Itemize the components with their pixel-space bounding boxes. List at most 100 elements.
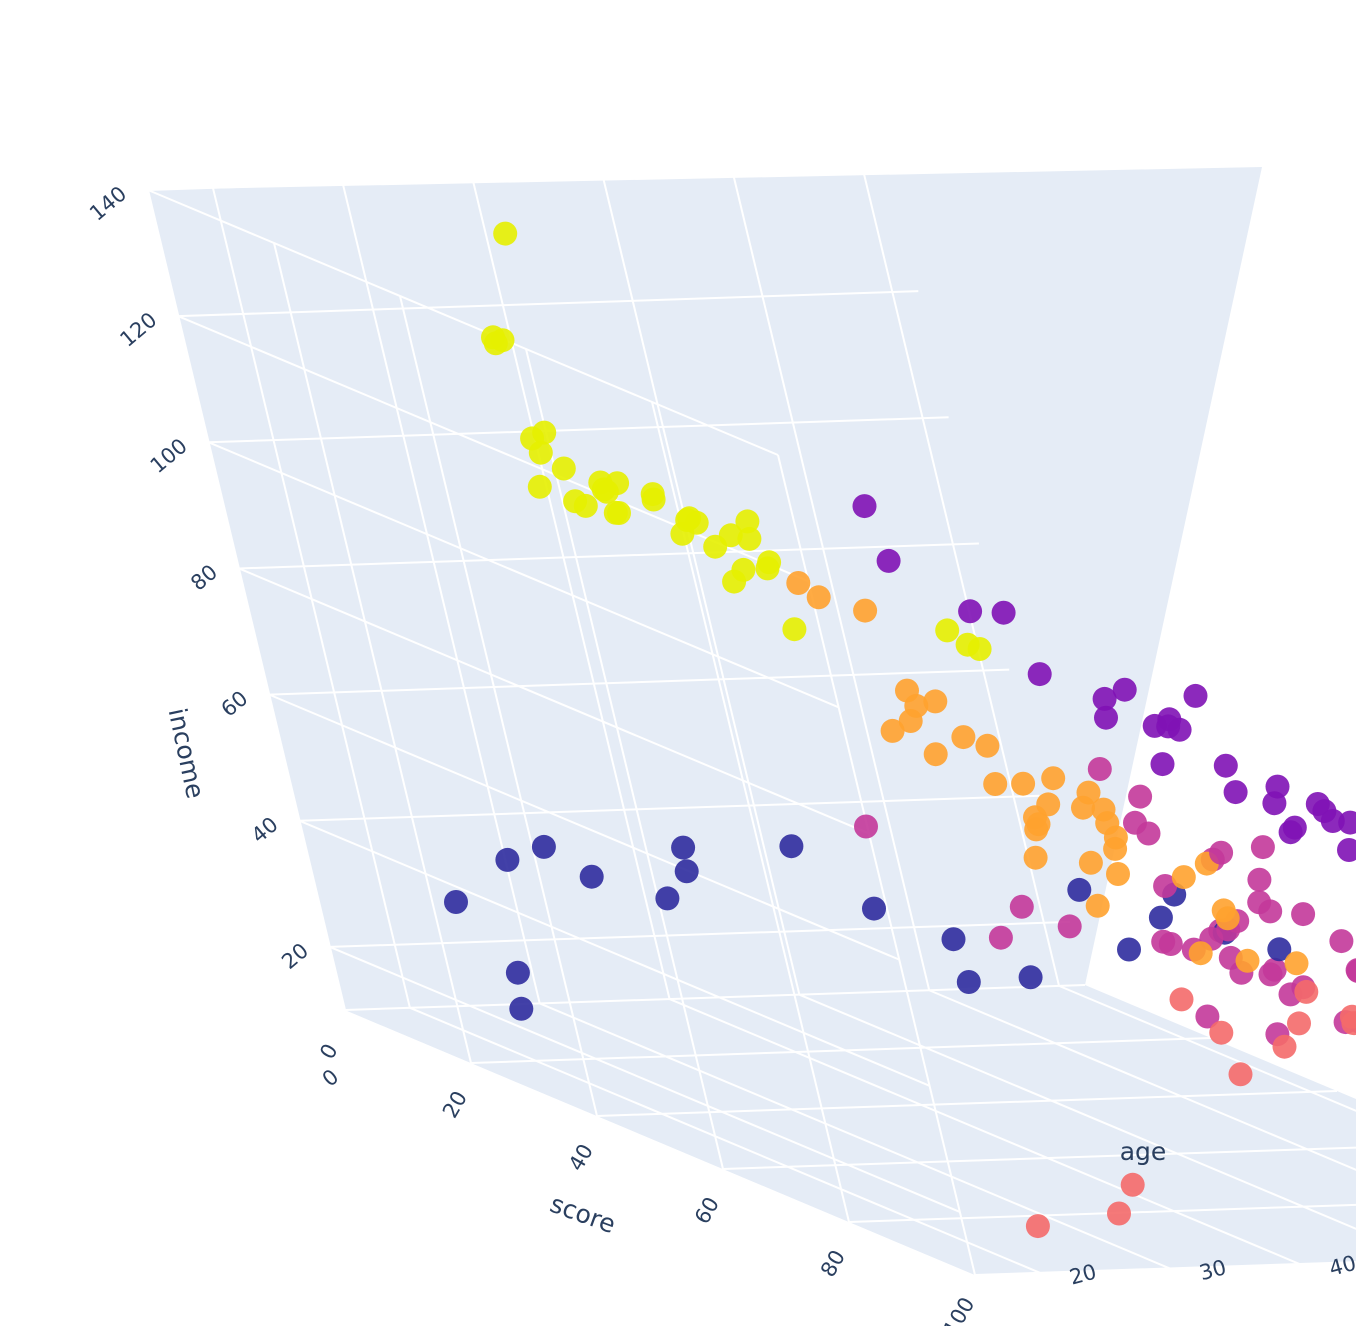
data-point[interactable] — [935, 618, 959, 642]
data-point[interactable] — [1251, 835, 1275, 859]
data-point[interactable] — [675, 508, 699, 532]
data-point[interactable] — [1011, 772, 1035, 796]
data-point[interactable] — [1306, 792, 1330, 816]
data-point[interactable] — [786, 571, 810, 595]
data-point[interactable] — [641, 482, 665, 506]
data-point[interactable] — [506, 961, 530, 985]
data-point[interactable] — [1247, 868, 1271, 892]
data-point[interactable] — [1149, 906, 1173, 930]
data-point[interactable] — [1019, 965, 1043, 989]
data-point[interactable] — [782, 617, 806, 641]
data-point[interactable] — [552, 457, 576, 481]
data-point[interactable] — [703, 535, 727, 559]
data-point[interactable] — [853, 599, 877, 623]
data-point[interactable] — [1262, 791, 1286, 815]
data-point[interactable] — [983, 772, 1007, 796]
data-point[interactable] — [956, 633, 980, 657]
data-point[interactable] — [1189, 941, 1213, 965]
data-point[interactable] — [444, 890, 468, 914]
data-point[interactable] — [1088, 757, 1112, 781]
data-point[interactable] — [1329, 929, 1353, 953]
data-point[interactable] — [1279, 820, 1303, 844]
data-point[interactable] — [1067, 878, 1091, 902]
data-point[interactable] — [951, 725, 975, 749]
data-point[interactable] — [1103, 837, 1127, 861]
data-point[interactable] — [1170, 987, 1194, 1011]
data-point[interactable] — [1224, 780, 1248, 804]
data-point[interactable] — [1346, 959, 1356, 983]
data-point[interactable] — [958, 599, 982, 623]
data-point[interactable] — [1273, 1035, 1297, 1059]
data-point[interactable] — [1024, 817, 1048, 841]
data-point[interactable] — [1128, 785, 1152, 809]
data-point[interactable] — [1184, 684, 1208, 708]
data-point[interactable] — [1285, 951, 1309, 975]
data-point[interactable] — [1209, 841, 1233, 865]
data-point[interactable] — [975, 734, 999, 758]
data-point[interactable] — [1216, 906, 1240, 930]
data-point[interactable] — [495, 848, 519, 872]
data-point[interactable] — [924, 742, 948, 766]
data-point[interactable] — [532, 421, 556, 445]
data-point[interactable] — [1086, 894, 1110, 918]
data-point[interactable] — [1259, 962, 1283, 986]
data-point[interactable] — [735, 509, 759, 533]
data-point[interactable] — [1121, 1173, 1145, 1197]
data-point[interactable] — [595, 480, 619, 504]
data-point[interactable] — [574, 494, 598, 518]
data-point[interactable] — [992, 601, 1016, 625]
data-point[interactable] — [731, 558, 755, 582]
data-point[interactable] — [1236, 949, 1260, 973]
data-point[interactable] — [862, 897, 886, 921]
data-point[interactable] — [604, 501, 628, 525]
data-point[interactable] — [1214, 754, 1238, 778]
data-point[interactable] — [1071, 796, 1095, 820]
data-point[interactable] — [957, 970, 981, 994]
data-point[interactable] — [1287, 1011, 1311, 1035]
data-point[interactable] — [1010, 895, 1034, 919]
data-point[interactable] — [580, 865, 604, 889]
data-point[interactable] — [1028, 662, 1052, 686]
data-point[interactable] — [655, 886, 679, 910]
data-point[interactable] — [481, 325, 505, 349]
data-point[interactable] — [1123, 811, 1147, 835]
data-point[interactable] — [854, 815, 878, 839]
data-point[interactable] — [1107, 1202, 1131, 1226]
data-point[interactable] — [493, 222, 517, 246]
data-point[interactable] — [1294, 980, 1318, 1004]
data-point[interactable] — [877, 549, 901, 573]
data-point[interactable] — [1229, 1062, 1253, 1086]
z-tick-label: 80 — [186, 560, 222, 596]
data-point[interactable] — [675, 859, 699, 883]
data-point[interactable] — [1247, 890, 1271, 914]
data-point[interactable] — [1079, 851, 1103, 875]
data-point[interactable] — [1024, 846, 1048, 870]
data-point[interactable] — [756, 556, 780, 580]
data-point[interactable] — [1117, 938, 1141, 962]
data-point[interactable] — [942, 927, 966, 951]
data-point[interactable] — [1041, 766, 1065, 790]
data-point[interactable] — [509, 997, 533, 1021]
data-point[interactable] — [532, 835, 556, 859]
data-point[interactable] — [1151, 752, 1175, 776]
data-point[interactable] — [1094, 706, 1118, 730]
data-point[interactable] — [1156, 714, 1180, 738]
data-point[interactable] — [779, 834, 803, 858]
data-point[interactable] — [528, 475, 552, 499]
data-point[interactable] — [1058, 914, 1082, 938]
y-axis-title: age — [1120, 1137, 1167, 1166]
data-point[interactable] — [1172, 865, 1196, 889]
data-point[interactable] — [989, 926, 1013, 950]
data-point[interactable] — [1291, 902, 1315, 926]
data-point[interactable] — [853, 494, 877, 518]
data-point[interactable] — [1026, 1214, 1050, 1238]
data-point[interactable] — [1209, 1021, 1233, 1045]
data-point[interactable] — [1095, 811, 1119, 835]
data-point[interactable] — [1151, 930, 1175, 954]
data-point[interactable] — [1337, 838, 1356, 862]
data-point[interactable] — [1106, 862, 1130, 886]
data-point[interactable] — [807, 585, 831, 609]
data-point[interactable] — [881, 719, 905, 743]
data-point[interactable] — [671, 836, 695, 860]
